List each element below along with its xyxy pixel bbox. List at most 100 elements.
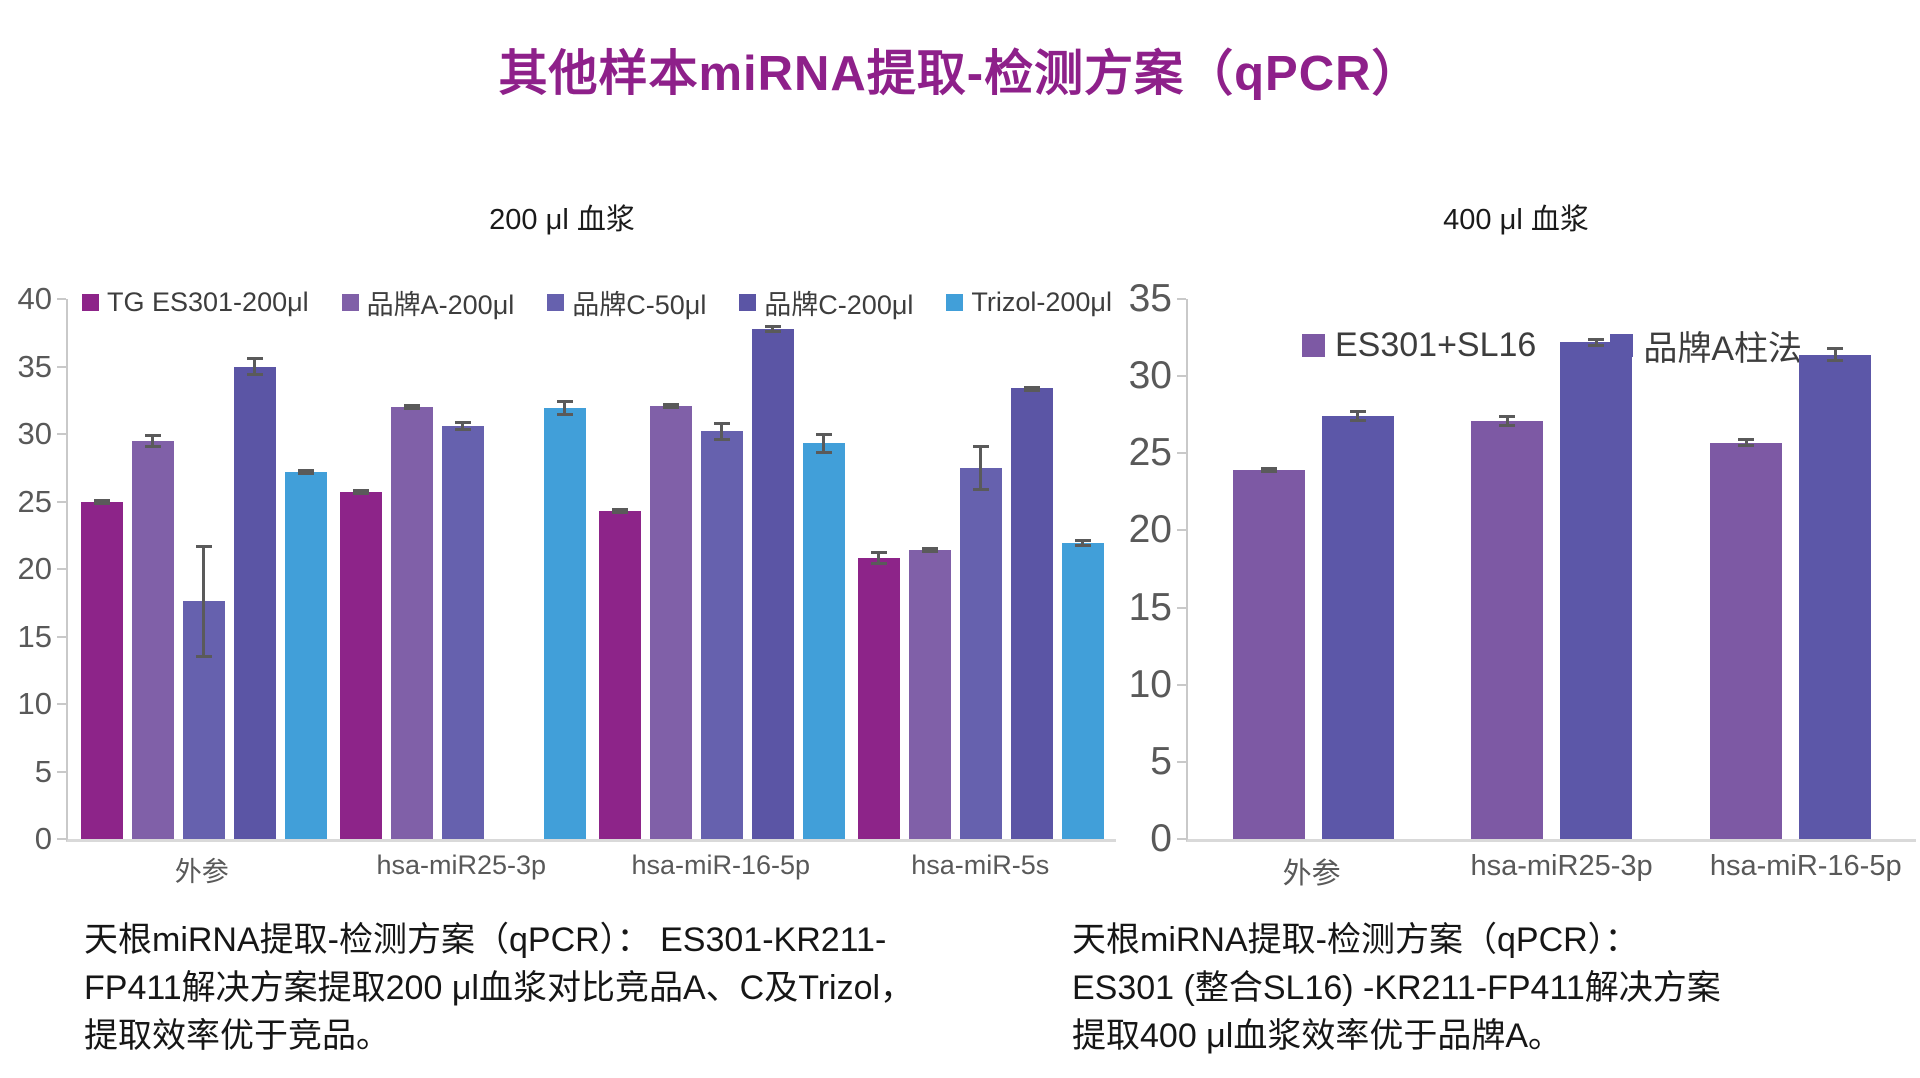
- bar-slot: [441, 299, 484, 839]
- error-bar: [972, 444, 989, 491]
- caption-left: 天根miRNA提取-检测方案（qPCR）： ES301-KR211- FP411解…: [84, 916, 960, 1060]
- caption-line: 天根miRNA提取-检测方案（qPCR）：: [1072, 921, 1639, 959]
- y-tick-mark: [57, 703, 66, 705]
- y-tick-label: 20: [17, 551, 52, 586]
- chart-right-panel: 400 μl 血浆 0 5 10 15 20 25 30 35 ES301+SL16 品牌A柱法…: [1116, 151, 1916, 892]
- legend-item: Trizol-200μl: [946, 287, 1112, 318]
- bar: [959, 467, 1002, 839]
- y-tick-mark: [57, 635, 66, 638]
- y-tick-mark: [57, 500, 66, 503]
- bar-group: [598, 299, 845, 839]
- legend-item: TG ES301-200μl: [82, 287, 309, 318]
- bar: [284, 471, 327, 839]
- legend-label: TG ES301-200μl: [107, 287, 309, 317]
- bar: [80, 501, 123, 839]
- bar-slot: [1232, 299, 1305, 839]
- y-tick-mark: [57, 298, 66, 300]
- error-bar: [1588, 337, 1605, 347]
- chart-right-x-axis-labels: 外参 hsa-miR25-3p hsa-miR-16-5p: [1186, 850, 1916, 892]
- y-tick-label: 40: [17, 281, 52, 316]
- bar: [1560, 342, 1633, 839]
- error-bar: [403, 404, 420, 411]
- bar-slot: [700, 299, 743, 839]
- bar: [441, 425, 484, 839]
- bar-slot: [857, 299, 900, 839]
- x-category-label: hsa-miR-16-5p: [1709, 850, 1902, 882]
- bar-slot: [1010, 299, 1053, 839]
- bar-slot: [1061, 299, 1104, 839]
- error-bar: [921, 547, 938, 554]
- bar-slot: [390, 299, 433, 839]
- bar: [1232, 470, 1305, 839]
- x-category-label: hsa-miR-16-5p: [631, 850, 811, 880]
- y-tick-mark: [1177, 683, 1186, 686]
- y-tick-label: 20: [1128, 508, 1172, 552]
- bar: [802, 443, 845, 839]
- y-tick-mark: [1177, 529, 1186, 532]
- bar-group: [1471, 299, 1633, 839]
- chart-left-x-axis-labels: 外参 hsa-miR25-3p hsa-miR-16-5p hsa-miR-5s: [66, 850, 1116, 889]
- legend-item: 品牌C-200μl: [739, 283, 913, 322]
- y-tick-label: 15: [1128, 585, 1172, 629]
- y-tick-label: 0: [1150, 817, 1172, 860]
- bar-slot: [908, 299, 951, 839]
- x-category-label: 外参: [174, 857, 229, 887]
- chart-right-plot-area: ES301+SL16 品牌A柱法: [1186, 299, 1916, 842]
- error-bar: [1023, 386, 1040, 393]
- legend-swatch-icon: [547, 294, 565, 311]
- bar-slot: [543, 299, 586, 839]
- error-bar: [764, 324, 781, 333]
- legend-swatch-icon: [82, 294, 99, 311]
- bar: [339, 492, 382, 839]
- caption-line: ES301 (整合SL16) -KR211-FP411解决方案: [1072, 969, 1721, 1007]
- error-bar: [352, 489, 369, 496]
- bar: [908, 550, 951, 839]
- bar: [700, 431, 743, 839]
- legend-label: ES301+SL16: [1334, 326, 1537, 364]
- bar-group: [1232, 299, 1394, 839]
- page-title: 其他样本miRNA提取-检测方案（qPCR）: [498, 47, 1422, 101]
- error-bar: [556, 400, 573, 417]
- bar-slot: [493, 299, 535, 839]
- bar-slot: [1560, 299, 1633, 839]
- error-bar: [246, 357, 263, 376]
- chart-left-y-axis: 0 5 10 15 20 25 30 35 40: [8, 281, 66, 856]
- error-bar: [713, 421, 730, 441]
- legend-label: 品牌C-200μl: [764, 290, 914, 320]
- caption-right: 天根miRNA提取-检测方案（qPCR）： ES301 (整合SL16) -KR2…: [1072, 916, 1832, 1060]
- bar: [131, 440, 174, 839]
- x-category-label: hsa-miR-5s: [911, 850, 1050, 880]
- chart-left-panel: 200 μl 血浆 0 5 10 15 20 25 30 35 40 TG ES301-200μ…: [8, 151, 1116, 892]
- bar-slot: [233, 299, 276, 839]
- caption-line: 天根miRNA提取-检测方案（qPCR）： ES301-KR211-: [84, 921, 887, 959]
- legend-swatch-icon: [1301, 334, 1325, 357]
- legend-swatch-icon: [739, 294, 757, 311]
- y-tick-mark: [1177, 452, 1186, 455]
- error-bar: [870, 551, 887, 565]
- legend-item: ES301+SL16: [1301, 326, 1537, 365]
- caption-line: FP411解决方案提取200 μl血浆对比竞品A、C及Trizol，: [84, 969, 915, 1007]
- legend-swatch-icon: [341, 294, 359, 311]
- bar: [543, 408, 586, 839]
- x-category-label: 外参: [1282, 858, 1341, 890]
- bar-group: [1710, 299, 1872, 839]
- chart-right-y-axis: 0 5 10 15 20 25 30 35: [1116, 277, 1186, 860]
- legend-swatch-icon: [946, 294, 964, 311]
- error-bar: [297, 469, 314, 476]
- bar-group: [857, 299, 1104, 839]
- legend-label: 品牌A柱法: [1643, 330, 1803, 368]
- x-category-label: hsa-miR25-3p: [1470, 850, 1653, 882]
- bar-slot: [80, 299, 123, 839]
- error-bar: [454, 420, 471, 432]
- error-bar: [611, 508, 628, 515]
- charts-row: 200 μl 血浆 0 5 10 15 20 25 30 35 40 TG ES301-200μ…: [0, 151, 1920, 892]
- bar-slot: [339, 299, 382, 839]
- bar-slot: [131, 299, 174, 839]
- bar: [751, 328, 794, 839]
- y-tick-label: 25: [1128, 431, 1172, 475]
- chart-left-plot-area: TG ES301-200μl 品牌A-200μl 品牌C-50μl 品牌C-200μl…: [66, 287, 1116, 842]
- legend-item: 品牌A-200μl: [341, 283, 514, 322]
- bar: [1010, 388, 1053, 839]
- y-tick-mark: [57, 838, 66, 840]
- y-tick-label: 15: [17, 618, 52, 654]
